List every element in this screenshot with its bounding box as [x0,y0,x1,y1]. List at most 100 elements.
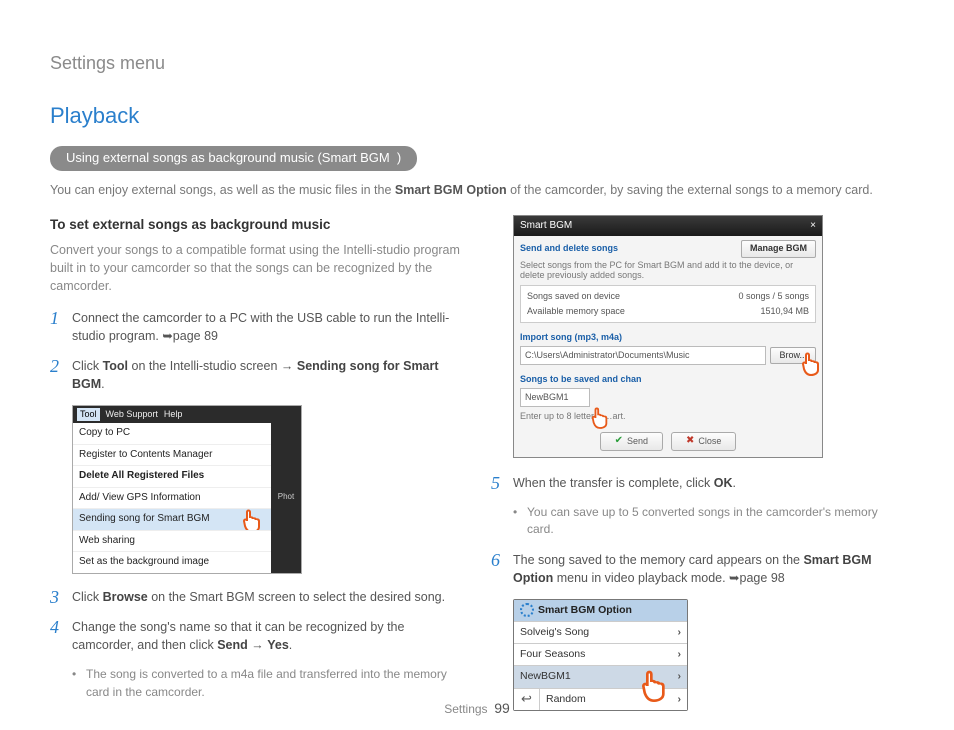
page-title: Playback [50,100,904,132]
cursor-hand-icon [241,509,263,531]
step-number-1: 1 [50,309,64,345]
tool-item: Set as the background image [73,552,271,573]
t: Close [698,435,721,448]
chevron-right-icon: › [678,625,682,640]
browse-button: Brow... [770,347,816,364]
step-4: 4 Change the song's name so that it can … [50,618,463,654]
step-2: 2 Click Tool on the Intelli-studio scree… [50,357,463,393]
t: Four Seasons [520,647,585,662]
t: Songs to be saved and chan [520,373,642,386]
tool-menubar: Tool Web Support Help [73,406,301,423]
t: The song saved to the memory card appear… [513,553,803,567]
tool-item: Delete All Registered Files [73,466,271,488]
step-body-2: Click Tool on the Intelli-studio screen … [72,357,463,393]
close-icon: × [810,219,816,234]
intro-a: You can enjoy external songs, as well as… [50,183,395,197]
t: Click [72,590,103,604]
page-number: 99 [494,700,510,716]
t: . [101,377,104,391]
t: Send [217,638,248,652]
step-body-5: When the transfer is complete, click OK. [513,474,736,492]
bgm-item: Solveig's Song › [514,621,687,643]
t: Send [627,435,648,448]
menubar-help: Help [164,408,183,421]
step-number-4: 4 [50,618,64,654]
gear-icon [520,603,534,617]
t: . [733,476,736,490]
subheading: To set external songs as background musi… [50,215,463,235]
lead-text: Convert your songs to a compatible forma… [50,241,463,295]
dialog-footer: ✔Send ✖Close [514,426,822,457]
dialog-title: Smart BGM [520,219,572,234]
bullet-icon: • [513,504,521,539]
tool-item: Copy to PC [73,423,271,445]
step-number-5: 5 [491,474,505,492]
step-body-3: Click Browse on the Smart BGM screen to … [72,588,445,606]
t: Solveig's Song [520,625,589,640]
t: on the Smart BGM screen to select the de… [148,590,445,604]
t: menu in video playback mode. ➥page 98 [553,571,784,585]
tool-side-tab: Phot [271,421,301,573]
t: Tool [103,359,128,373]
intro-text: You can enjoy external songs, as well as… [50,181,904,199]
name-hint: Enter up to 8 letters, …art. [514,411,822,426]
step-6: 6 The song saved to the memory card appe… [491,551,904,587]
step-body-4: Change the song's name so that it can be… [72,618,463,654]
t: 0 songs / 5 songs [738,290,809,303]
dialog-sec-import: Import song (mp3, m4a) [514,327,822,346]
footer-label: Settings [444,702,487,716]
smart-bgm-dialog: Smart BGM × Send and delete songs Manage… [513,215,823,458]
tool-item: Web sharing [73,531,271,553]
t: 1510,94 MB [760,305,809,318]
tool-item: Register to Contents Manager [73,445,271,467]
t: Enter up to 8 letters, …art. [520,411,626,421]
breadcrumb: Settings menu [50,50,904,76]
note-5: • You can save up to 5 converted songs i… [513,504,904,539]
t: Available memory space [527,305,625,318]
dialog-hint: Select songs from the PC for Smart BGM a… [514,260,822,286]
close-button: ✖ Close [671,432,736,451]
step-body-6: The song saved to the memory card appear… [513,551,904,587]
manage-bgm-button: Manage BGM [741,240,816,257]
bgm-option-menu: Smart BGM Option Solveig's Song › Four Se… [513,599,688,711]
section-pill: Using external songs as background music… [50,146,417,171]
t: Smart BGM Option [538,603,632,618]
bgm-header: Smart BGM Option [514,600,687,621]
intro-c: of the camcorder, by saving the external… [507,183,873,197]
right-column: Smart BGM × Send and delete songs Manage… [491,215,904,713]
note-4: • The song is converted to a m4a file an… [72,666,463,701]
tool-menu-screenshot: Tool Web Support Help Copy to PC Registe… [72,405,302,574]
dialog-sec-songs: Songs to be saved and chan [514,369,822,388]
tool-item: Add/ View GPS Information [73,488,271,510]
t: Brow... [779,350,807,360]
menubar-web: Web Support [106,408,158,421]
t: Songs saved on device [527,290,620,303]
step-3: 3 Click Browse on the Smart BGM screen t… [50,588,463,606]
t: NewBGM1 [520,669,571,684]
t: Import song (mp3, m4a) [520,331,622,344]
step-number-3: 3 [50,588,64,606]
t: When the transfer is complete, click [513,476,714,490]
tool-item-highlight: Sending song for Smart BGM [73,509,271,531]
note-text: The song is converted to a m4a file and … [86,666,463,701]
t: on the Intelli-studio screen → [128,359,297,373]
x-icon: ✖ [686,434,694,449]
step-number-6: 6 [491,551,505,587]
t: Sending song for Smart BGM [79,513,210,524]
step-1: 1 Connect the camcorder to a PC with the… [50,309,463,345]
step-body-1: Connect the camcorder to a PC with the U… [72,309,463,345]
dialog-info-box: Songs saved on device 0 songs / 5 songs A… [520,285,816,323]
path-field: C:\Users\Administrator\Documents\Music [520,346,766,365]
name-row: NewBGM1 [520,388,816,407]
chevron-right-icon: › [678,647,682,662]
name-field: NewBGM1 [520,388,590,407]
tool-list: Copy to PC Register to Contents Manager … [73,423,301,573]
t: → [248,638,267,652]
t: Send and delete songs [520,242,618,255]
bgm-item-selected: NewBGM1› [514,665,687,687]
t: . [289,638,292,652]
dialog-titlebar: Smart BGM × [514,216,822,237]
t: Browse [103,590,148,604]
page-footer: Settings 99 [0,698,954,718]
t: Click [72,359,103,373]
